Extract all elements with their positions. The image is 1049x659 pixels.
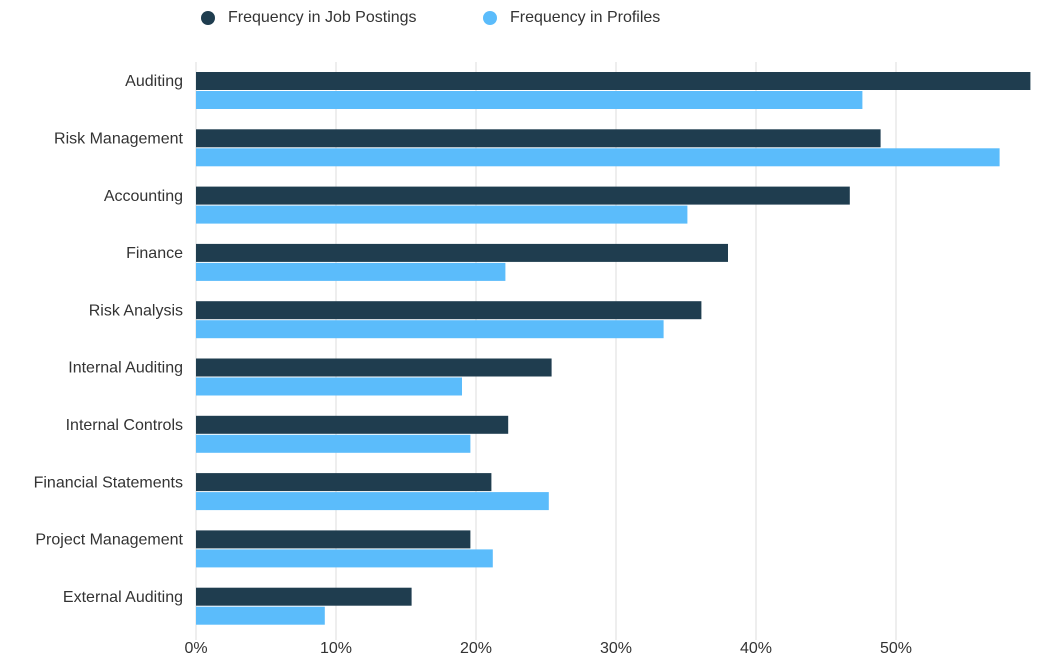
bar [196,530,471,549]
bar [196,415,509,434]
x-tick-label: 10% [320,640,352,657]
x-tick-label: 40% [740,640,772,657]
legend-swatch [483,11,497,25]
y-tick-label: External Auditing [63,589,183,606]
bar [196,72,1031,90]
legend-label: Frequency in Profiles [510,9,660,26]
bar [196,243,728,262]
bar [196,434,471,453]
y-tick-label: Risk Management [54,131,184,148]
y-tick-label: Risk Analysis [89,302,183,319]
x-tick-label: 20% [460,640,492,657]
y-tick-label: Auditing [125,73,183,90]
bar [196,148,1000,167]
bar [196,91,863,109]
y-tick-label: Financial Statements [34,474,183,491]
bar [196,129,881,148]
bar [196,492,549,511]
bar [196,205,688,224]
bar [196,320,664,339]
y-tick-label: Internal Controls [66,417,183,434]
bar [196,587,412,606]
bar [196,186,850,205]
x-tick-label: 0% [184,640,207,657]
bar [196,606,325,625]
y-tick-label: Accounting [104,188,183,205]
y-tick-label: Finance [126,245,183,262]
bar [196,473,492,492]
legend-label: Frequency in Job Postings [228,9,417,26]
legend-swatch [201,11,215,25]
bar [196,377,462,396]
x-tick-label: 50% [880,640,912,657]
bar [196,262,506,281]
bar [196,301,702,320]
bar [196,358,552,377]
x-tick-label: 30% [600,640,632,657]
y-tick-label: Internal Auditing [68,360,183,377]
bar [196,549,493,568]
y-tick-label: Project Management [35,532,183,549]
